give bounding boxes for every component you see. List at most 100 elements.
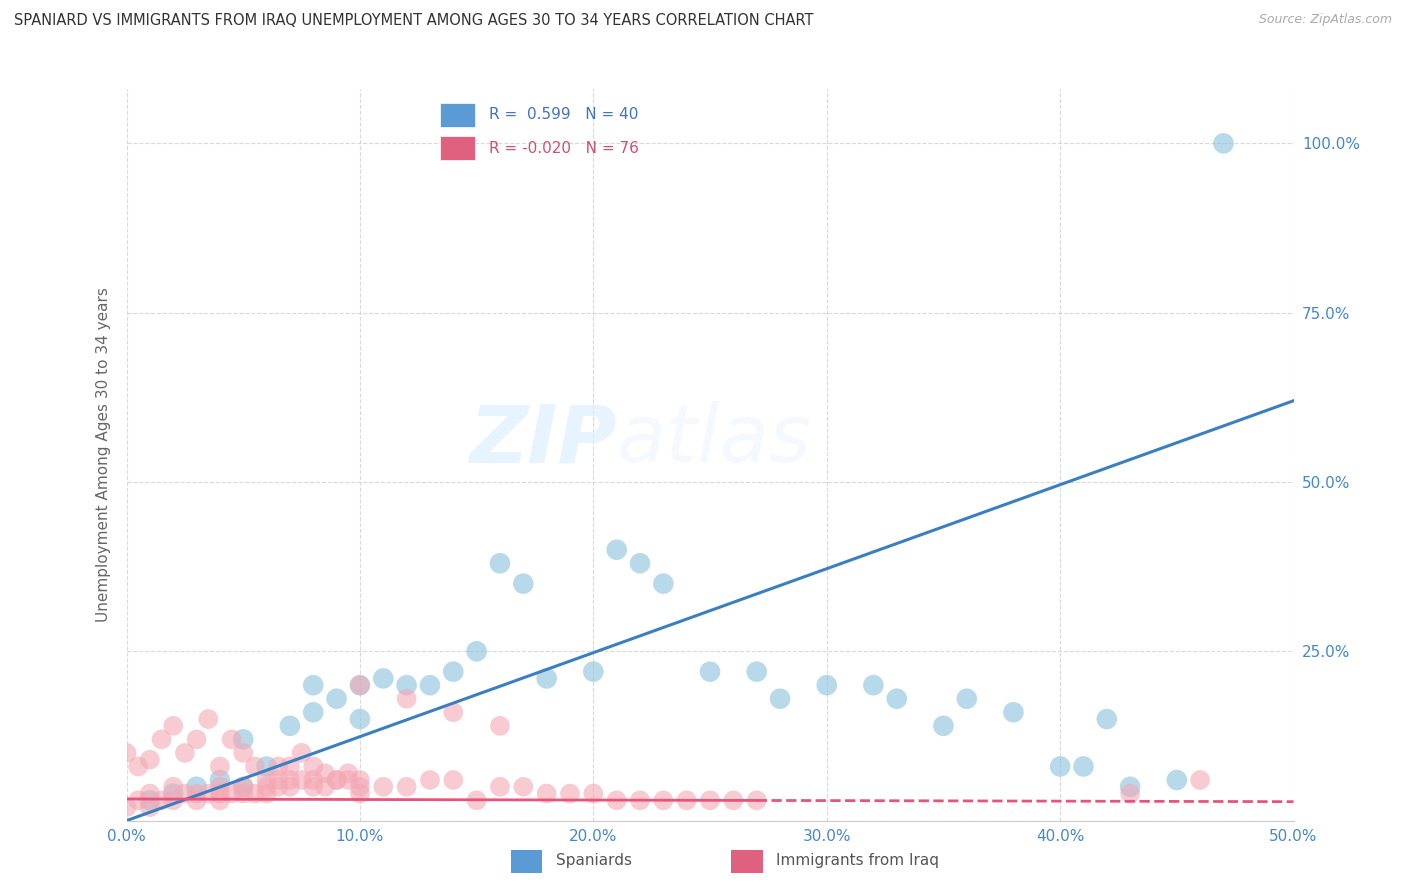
- FancyBboxPatch shape: [440, 136, 475, 161]
- Point: [349, 780, 371, 794]
- Point: [278, 772, 301, 787]
- Point: [1049, 759, 1071, 773]
- Point: [290, 772, 312, 787]
- Text: Immigrants from Iraq: Immigrants from Iraq: [776, 854, 939, 868]
- Point: [1002, 706, 1025, 720]
- Point: [256, 759, 278, 773]
- Point: [536, 787, 558, 801]
- Point: [290, 746, 312, 760]
- Point: [441, 665, 464, 679]
- Point: [1119, 780, 1142, 794]
- Point: [232, 732, 254, 747]
- Point: [745, 665, 768, 679]
- Point: [441, 772, 464, 787]
- Point: [349, 787, 371, 801]
- Point: [221, 732, 243, 747]
- Point: [243, 787, 266, 801]
- Point: [278, 759, 301, 773]
- Point: [278, 719, 301, 733]
- Point: [1119, 787, 1142, 801]
- Point: [337, 772, 360, 787]
- Point: [652, 576, 675, 591]
- Point: [652, 793, 675, 807]
- Text: atlas: atlas: [617, 401, 811, 479]
- Point: [489, 556, 512, 570]
- Point: [675, 793, 697, 807]
- Point: [699, 793, 721, 807]
- Point: [373, 780, 395, 794]
- Point: [373, 672, 395, 686]
- Point: [150, 793, 173, 807]
- Point: [582, 665, 605, 679]
- Point: [208, 772, 231, 787]
- Point: [536, 672, 558, 686]
- Point: [186, 780, 208, 794]
- Point: [302, 772, 325, 787]
- Point: [1095, 712, 1118, 726]
- Point: [606, 542, 628, 557]
- Point: [139, 793, 162, 807]
- Text: Source: ZipAtlas.com: Source: ZipAtlas.com: [1258, 13, 1392, 27]
- Point: [232, 780, 254, 794]
- Text: R = -0.020   N = 76: R = -0.020 N = 76: [489, 141, 638, 156]
- Point: [174, 746, 197, 760]
- Point: [127, 793, 149, 807]
- Point: [1073, 759, 1095, 773]
- Point: [208, 780, 231, 794]
- Point: [302, 780, 325, 794]
- Point: [419, 772, 441, 787]
- Point: [1166, 772, 1188, 787]
- Point: [232, 746, 254, 760]
- Point: [465, 644, 488, 658]
- Point: [186, 787, 208, 801]
- Point: [628, 556, 651, 570]
- Point: [186, 732, 208, 747]
- Point: [628, 793, 651, 807]
- Point: [349, 678, 371, 692]
- Point: [208, 793, 231, 807]
- Point: [302, 759, 325, 773]
- Point: [558, 787, 581, 801]
- Point: [325, 772, 347, 787]
- Point: [115, 746, 138, 760]
- Point: [325, 691, 347, 706]
- Point: [512, 780, 534, 794]
- Point: [278, 780, 301, 794]
- Point: [1189, 772, 1212, 787]
- FancyBboxPatch shape: [510, 850, 543, 873]
- Point: [699, 665, 721, 679]
- Point: [139, 800, 162, 814]
- Point: [395, 678, 418, 692]
- Point: [162, 787, 184, 801]
- Point: [267, 759, 290, 773]
- Point: [932, 719, 955, 733]
- Point: [419, 678, 441, 692]
- Point: [349, 712, 371, 726]
- Point: [349, 678, 371, 692]
- Point: [723, 793, 745, 807]
- Point: [174, 787, 197, 801]
- Point: [815, 678, 838, 692]
- Point: [314, 766, 336, 780]
- Point: [115, 800, 138, 814]
- Point: [197, 712, 219, 726]
- Point: [886, 691, 908, 706]
- Point: [606, 793, 628, 807]
- Text: ZIP: ZIP: [470, 401, 617, 479]
- Point: [221, 787, 243, 801]
- Point: [745, 793, 768, 807]
- Point: [256, 787, 278, 801]
- Point: [232, 780, 254, 794]
- Point: [956, 691, 979, 706]
- Point: [582, 787, 605, 801]
- Point: [139, 787, 162, 801]
- Text: SPANIARD VS IMMIGRANTS FROM IRAQ UNEMPLOYMENT AMONG AGES 30 TO 34 YEARS CORRELAT: SPANIARD VS IMMIGRANTS FROM IRAQ UNEMPLO…: [14, 13, 814, 29]
- Point: [162, 793, 184, 807]
- Point: [256, 780, 278, 794]
- Point: [208, 759, 231, 773]
- Point: [139, 753, 162, 767]
- Point: [162, 780, 184, 794]
- Point: [150, 732, 173, 747]
- Point: [243, 759, 266, 773]
- Point: [1212, 136, 1234, 151]
